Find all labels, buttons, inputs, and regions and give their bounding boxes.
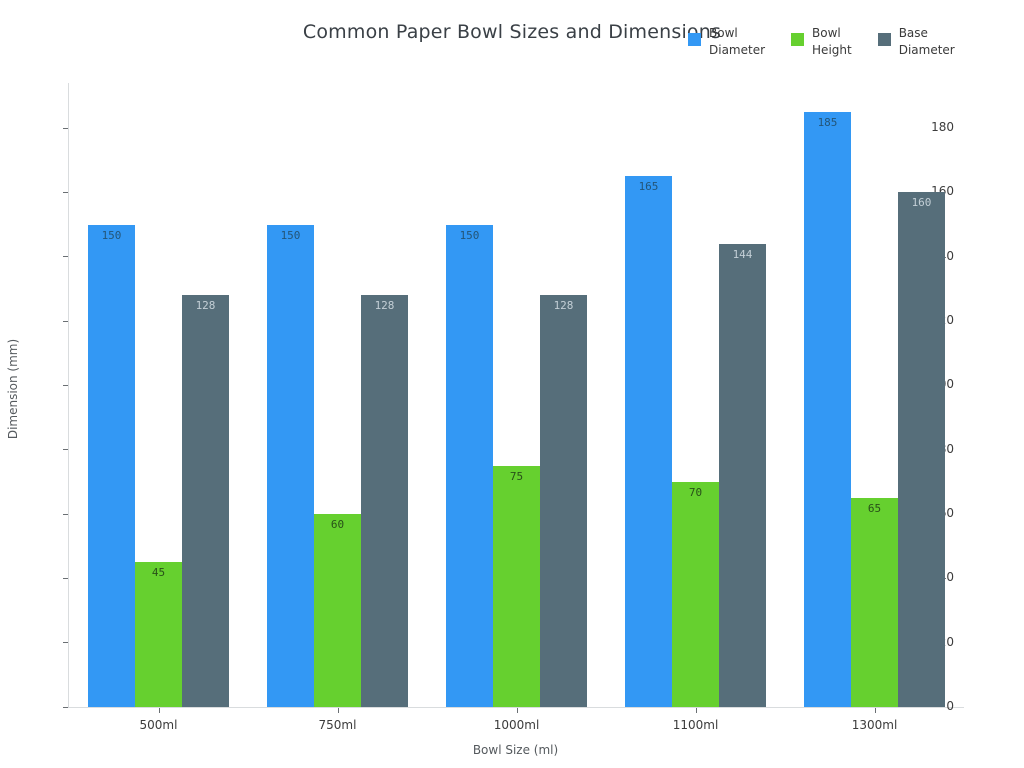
y-tick xyxy=(63,513,68,515)
x-axis-label: Bowl Size (ml) xyxy=(472,743,559,757)
bar-value-label: 75 xyxy=(509,469,524,483)
bar-value-label: 45 xyxy=(151,566,166,580)
bar-base-diameter: 128 xyxy=(540,295,587,707)
bar-value-label: 65 xyxy=(867,501,882,515)
bar-value-label: 128 xyxy=(553,299,574,313)
x-tick xyxy=(695,708,697,713)
y-tick-label: 180 xyxy=(931,120,954,135)
legend-item: Bowl Height xyxy=(791,25,852,59)
bar-value-label: 144 xyxy=(732,247,753,261)
bar-value-label: 185 xyxy=(817,115,838,129)
legend-label: Base Diameter xyxy=(898,26,955,57)
y-tick xyxy=(63,706,68,708)
chart-legend: Bowl Diameter Bowl Height Base Diameter xyxy=(688,25,955,59)
bar-bowl-diameter: 150 xyxy=(446,224,493,707)
legend-label: Bowl Diameter xyxy=(709,26,766,57)
bar-base-diameter: 144 xyxy=(719,243,766,707)
y-tick xyxy=(63,191,68,193)
y-tick xyxy=(63,642,68,644)
bar-base-diameter: 160 xyxy=(898,192,945,707)
y-tick xyxy=(63,577,68,579)
x-tick-label: 750ml xyxy=(318,718,357,732)
x-tick xyxy=(516,708,518,713)
x-tick xyxy=(158,708,160,713)
legend-item: Bowl Diameter xyxy=(688,25,765,59)
bar-value-label: 70 xyxy=(688,485,703,499)
bar-base-diameter: 128 xyxy=(182,295,229,707)
y-tick xyxy=(63,320,68,322)
bar-bowl-height: 70 xyxy=(672,481,719,707)
bar-bowl-diameter: 185 xyxy=(804,111,851,707)
bar-value-label: 165 xyxy=(638,180,659,194)
x-tick-label: 1000ml xyxy=(493,718,540,732)
bar-value-label: 128 xyxy=(195,299,216,313)
bar-bowl-height: 75 xyxy=(493,465,540,707)
y-tick xyxy=(63,449,68,451)
bar-bowl-height: 45 xyxy=(135,562,182,707)
legend-swatch xyxy=(877,33,891,46)
legend-item: Base Diameter xyxy=(877,25,955,59)
y-axis-label: Dimension (mm) xyxy=(6,338,20,440)
plot-area: 020406080100120140160180500ml15045128750… xyxy=(63,83,964,732)
bar-value-label: 128 xyxy=(374,299,395,313)
bar-value-label: 150 xyxy=(280,228,301,242)
bar-value-label: 60 xyxy=(330,518,345,532)
legend-swatch xyxy=(688,33,701,46)
bar-value-label: 150 xyxy=(101,228,122,242)
chart-title: Common Paper Bowl Sizes and Dimensions xyxy=(302,21,722,43)
y-tick xyxy=(63,256,68,258)
y-tick-label: 0 xyxy=(946,699,954,713)
y-tick xyxy=(63,127,68,129)
x-tick-label: 1300ml xyxy=(851,718,898,732)
bar-bowl-height: 65 xyxy=(851,497,898,707)
x-tick xyxy=(337,708,339,713)
bar-bowl-height: 60 xyxy=(314,514,361,707)
y-tick xyxy=(63,384,68,386)
bar-value-label: 150 xyxy=(459,228,480,242)
legend-swatch xyxy=(791,33,805,46)
bar-bowl-diameter: 165 xyxy=(625,176,672,707)
x-tick-label: 1100ml xyxy=(672,718,719,732)
bar-value-label: 160 xyxy=(911,196,932,210)
x-tick-label: 500ml xyxy=(139,718,178,732)
x-tick xyxy=(874,708,876,713)
bar-bowl-diameter: 150 xyxy=(88,224,135,707)
legend-label: Bowl Height xyxy=(812,26,852,57)
bar-bowl-diameter: 150 xyxy=(267,224,314,707)
bar-base-diameter: 128 xyxy=(361,295,408,707)
